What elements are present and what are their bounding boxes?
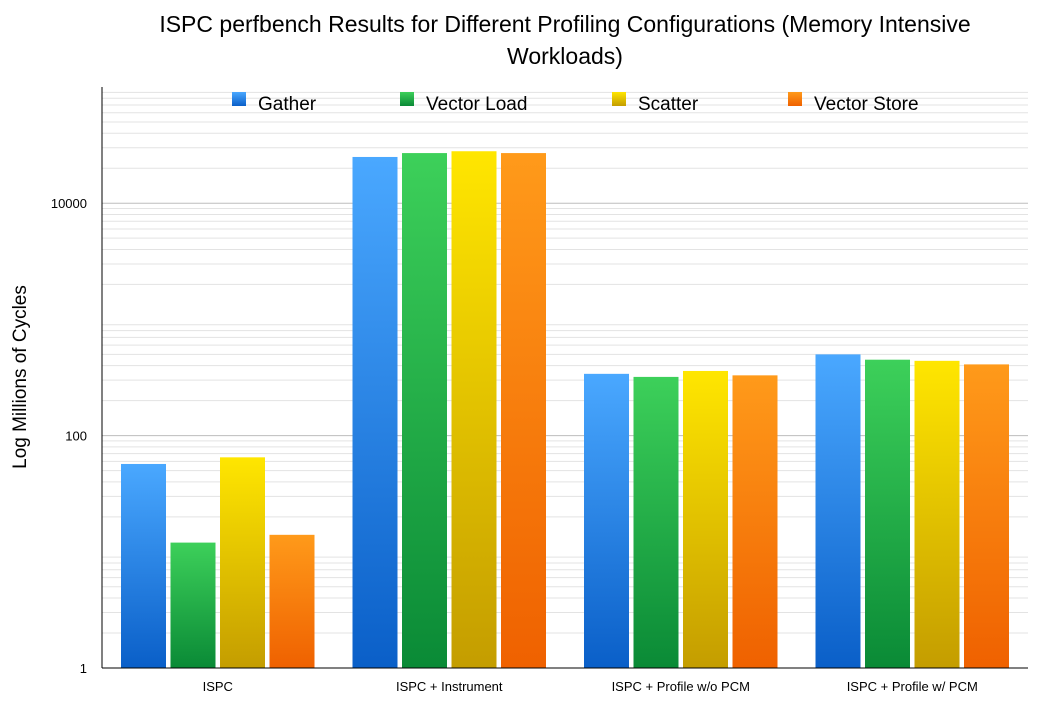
bar-gather [352, 156, 398, 669]
y-tick-label: 100 [65, 429, 87, 444]
legend-swatch [400, 92, 414, 106]
x-tick-labels: ISPC ISPC + Instrument ISPC + Profile w/o … [203, 679, 978, 694]
bar-gather [584, 373, 629, 668]
legend-label: Gather [258, 94, 317, 115]
legend-swatch [788, 92, 802, 106]
bar-scatter [451, 151, 497, 668]
legend-swatch [232, 92, 246, 106]
bar-scatter [683, 370, 728, 668]
legend: Gather Vector Load Scatter Vector Store [232, 92, 919, 115]
y-tick-label: 10000 [51, 196, 87, 211]
bar-scatter [914, 360, 960, 668]
bar-vector-store [964, 364, 1009, 668]
bar-vector-store [269, 534, 315, 668]
bar-vector-load [402, 153, 447, 668]
bar-vector-store [732, 375, 778, 668]
x-tick-label: ISPC + Profile w/o PCM [612, 679, 750, 694]
legend-swatch [612, 92, 626, 106]
bars [121, 151, 1009, 669]
axes [101, 87, 1028, 669]
bar-vector-store [501, 153, 546, 668]
x-tick-label: ISPC + Profile w/ PCM [847, 679, 978, 694]
legend-label: Vector Store [814, 94, 919, 115]
legend-label: Vector Load [426, 94, 527, 115]
y-tick-labels: 1 100 10000 [51, 196, 87, 676]
bar-vector-load [865, 359, 910, 668]
bar-scatter [220, 457, 265, 668]
bar-vector-load [170, 542, 216, 668]
chart-title: ISPC perfbench Results for Different Pro… [159, 11, 971, 69]
legend-label: Scatter [638, 94, 699, 115]
bar-gather [121, 463, 166, 668]
bar-vector-load [633, 376, 679, 668]
y-tick-label: 1 [80, 661, 87, 676]
x-tick-label: ISPC [203, 679, 233, 694]
x-tick-label: ISPC + Instrument [396, 679, 503, 694]
bar-gather [815, 354, 861, 668]
